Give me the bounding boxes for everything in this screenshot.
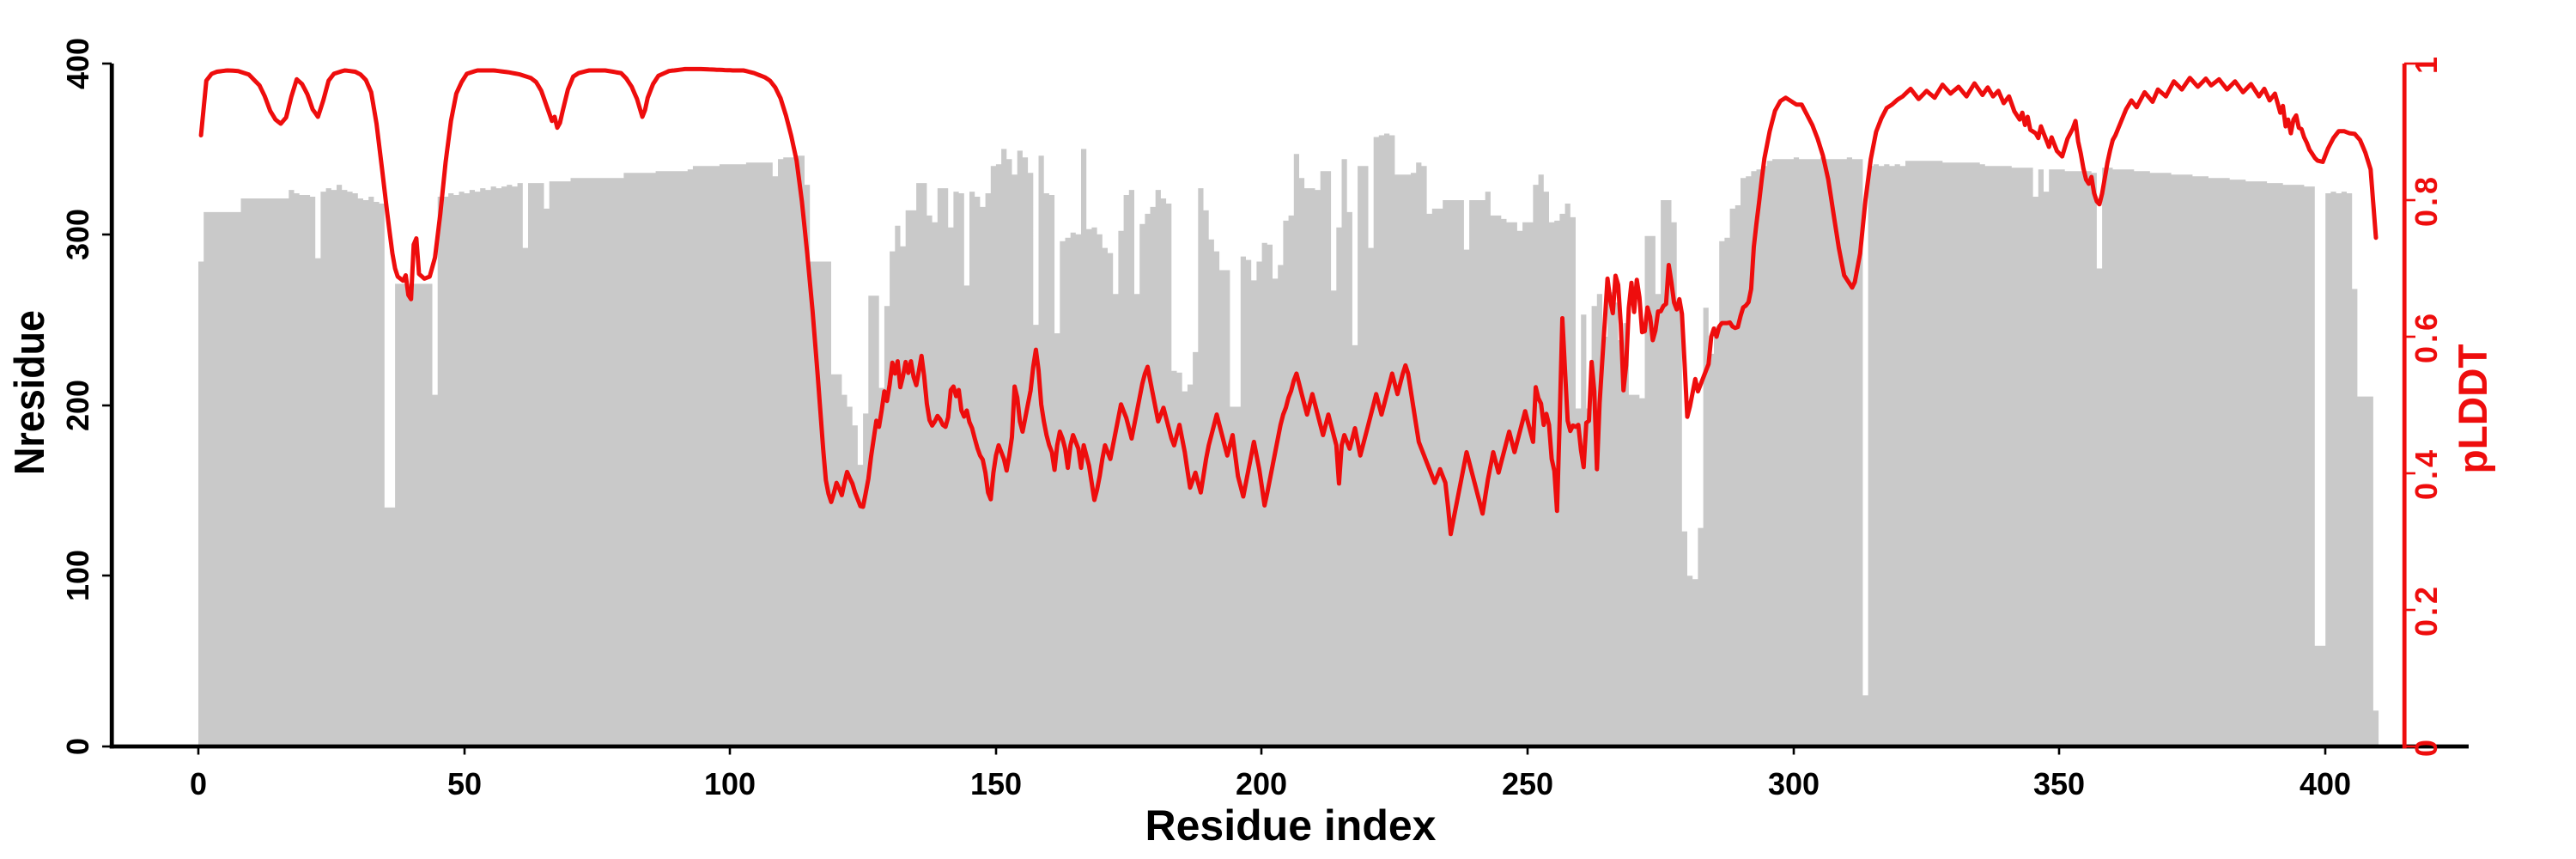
svg-text:200: 200: [1236, 766, 1287, 801]
svg-text:50: 50: [447, 766, 482, 801]
svg-text:pLDDT: pLDDT: [2450, 344, 2495, 473]
svg-text:250: 250: [1502, 766, 1553, 801]
svg-text:200: 200: [60, 380, 95, 431]
svg-text:0.8: 0.8: [2409, 174, 2444, 227]
svg-text:300: 300: [60, 209, 95, 260]
svg-text:300: 300: [1768, 766, 1820, 801]
svg-text:0.6: 0.6: [2409, 310, 2444, 363]
svg-text:150: 150: [970, 766, 1022, 801]
svg-text:0: 0: [190, 766, 207, 801]
svg-text:0: 0: [60, 738, 95, 755]
svg-text:100: 100: [704, 766, 756, 801]
svg-text:400: 400: [2300, 766, 2351, 801]
svg-text:Residue index: Residue index: [1145, 801, 1437, 850]
svg-text:0.4: 0.4: [2409, 447, 2444, 500]
svg-text:0.2: 0.2: [2409, 583, 2444, 637]
svg-text:0: 0: [2409, 736, 2444, 757]
svg-text:350: 350: [2033, 766, 2085, 801]
svg-text:Nresidue: Nresidue: [7, 310, 53, 475]
svg-text:400: 400: [60, 38, 95, 89]
svg-text:100: 100: [60, 550, 95, 601]
svg-text:1: 1: [2409, 53, 2444, 74]
